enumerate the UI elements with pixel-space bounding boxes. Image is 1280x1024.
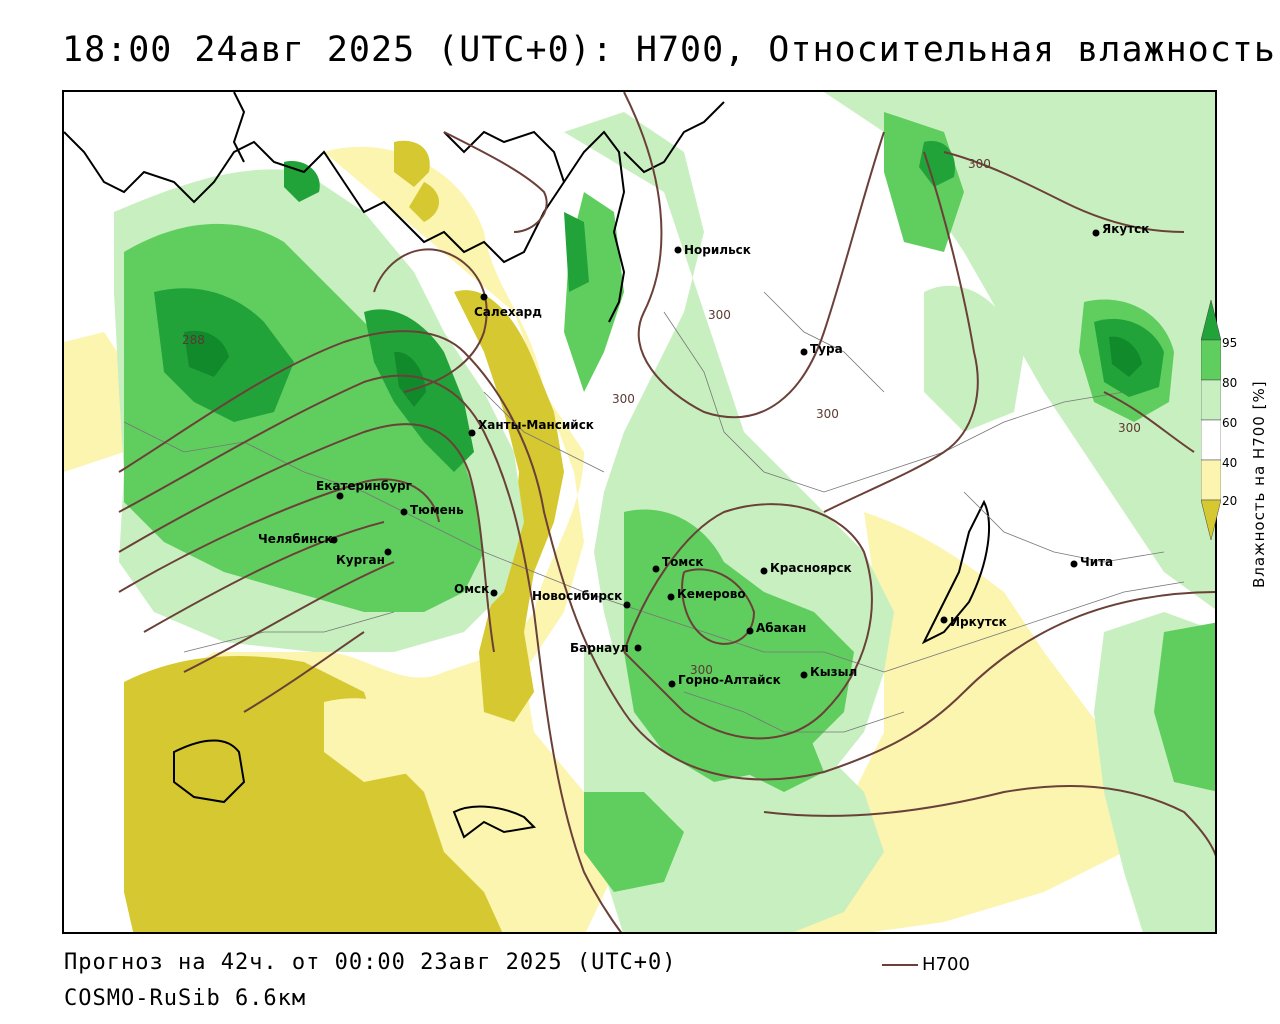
city-marker xyxy=(668,680,676,688)
humidity-map: 288 300 300 300 300 300 300 Норильск Сал… xyxy=(64,92,1215,932)
very-dry-areas xyxy=(124,140,564,932)
city-marker xyxy=(384,548,392,556)
map-title: 18:00 24авг 2025 (UTC+0): H700, Относите… xyxy=(62,30,1276,70)
city-marker xyxy=(746,627,754,635)
city-label: Горно-Алтайск xyxy=(678,673,781,687)
contour-label: 300 xyxy=(708,308,731,322)
colorbar-tick: 60 xyxy=(1222,416,1238,430)
colorbar-band xyxy=(1201,379,1221,421)
h700-legend-line xyxy=(882,964,918,966)
city-label: Норильск xyxy=(684,243,751,257)
map-panel: 288 300 300 300 300 300 300 Норильск Сал… xyxy=(62,90,1217,934)
colorbar-band xyxy=(1201,419,1221,461)
city-label: Томск xyxy=(662,555,704,569)
colorbar-tick: 20 xyxy=(1222,494,1238,508)
city-label: Челябинск xyxy=(258,532,333,546)
city-marker xyxy=(634,644,642,652)
city-marker xyxy=(480,293,488,301)
contour-label: 300 xyxy=(612,392,635,406)
colorbar-title: Влажность на H700 [%] xyxy=(1250,380,1268,588)
contour-label: 300 xyxy=(690,663,713,677)
city-marker xyxy=(760,567,768,575)
city-label: Омск xyxy=(454,582,489,596)
colorbar-band xyxy=(1201,339,1221,381)
city-label: Ханты-Мансийск xyxy=(478,418,594,432)
city-label: Кемерово xyxy=(677,587,746,601)
city-label: Екатеринбург xyxy=(316,479,412,493)
colorbar-bottom-arrow xyxy=(1201,499,1221,540)
city-marker xyxy=(652,565,660,573)
colorbar-tick: 95 xyxy=(1222,336,1238,350)
saturated-areas xyxy=(184,330,1142,407)
city-label: Новосибирск xyxy=(532,589,622,603)
city-label: Курган xyxy=(336,553,385,567)
h700-contours xyxy=(118,92,1215,932)
colorbar xyxy=(1201,300,1221,540)
city-marker xyxy=(800,348,808,356)
city-label: Якутск xyxy=(1102,222,1149,236)
contour-label: 288 xyxy=(182,333,205,347)
contour-label: 300 xyxy=(1118,421,1141,435)
city-label: Барнаул xyxy=(570,641,629,655)
city-label: Абакан xyxy=(756,621,806,635)
city-marker xyxy=(400,508,408,516)
city-label: Иркутск xyxy=(950,615,1007,629)
city-marker xyxy=(800,671,808,679)
city-marker xyxy=(940,616,948,624)
forecast-info: Прогноз на 42ч. от 00:00 23авг 2025 (UTC… xyxy=(64,950,677,975)
contour-label: 300 xyxy=(816,407,839,421)
contour-labels: 288 300 300 300 300 300 300 xyxy=(182,157,1141,677)
city-label: Красноярск xyxy=(770,561,852,575)
city-label: Тура xyxy=(810,342,843,356)
city-marker xyxy=(667,593,675,601)
city-marker xyxy=(1092,229,1100,237)
colorbar-band xyxy=(1201,459,1221,501)
cities: Норильск Салехард Якутск Тура Ханты-Манс… xyxy=(258,222,1149,688)
city-marker xyxy=(1070,560,1078,568)
colorbar-top-arrow xyxy=(1201,300,1221,341)
city-marker xyxy=(490,589,498,597)
h700-legend-label: H700 xyxy=(922,954,970,975)
colorbar-tick: 40 xyxy=(1222,456,1238,470)
model-name: COSMO-RuSib 6.6км xyxy=(64,986,307,1011)
city-marker xyxy=(674,246,682,254)
city-label: Салехард xyxy=(474,305,542,319)
colorbar-tick: 80 xyxy=(1222,376,1238,390)
city-marker xyxy=(623,601,631,609)
city-label: Тюмень xyxy=(410,503,464,517)
city-marker xyxy=(336,492,344,500)
city-marker xyxy=(468,429,476,437)
city-marker xyxy=(330,536,338,544)
city-label: Кызыл xyxy=(810,665,857,679)
city-label: Чита xyxy=(1080,555,1113,569)
contour-label: 300 xyxy=(968,157,991,171)
